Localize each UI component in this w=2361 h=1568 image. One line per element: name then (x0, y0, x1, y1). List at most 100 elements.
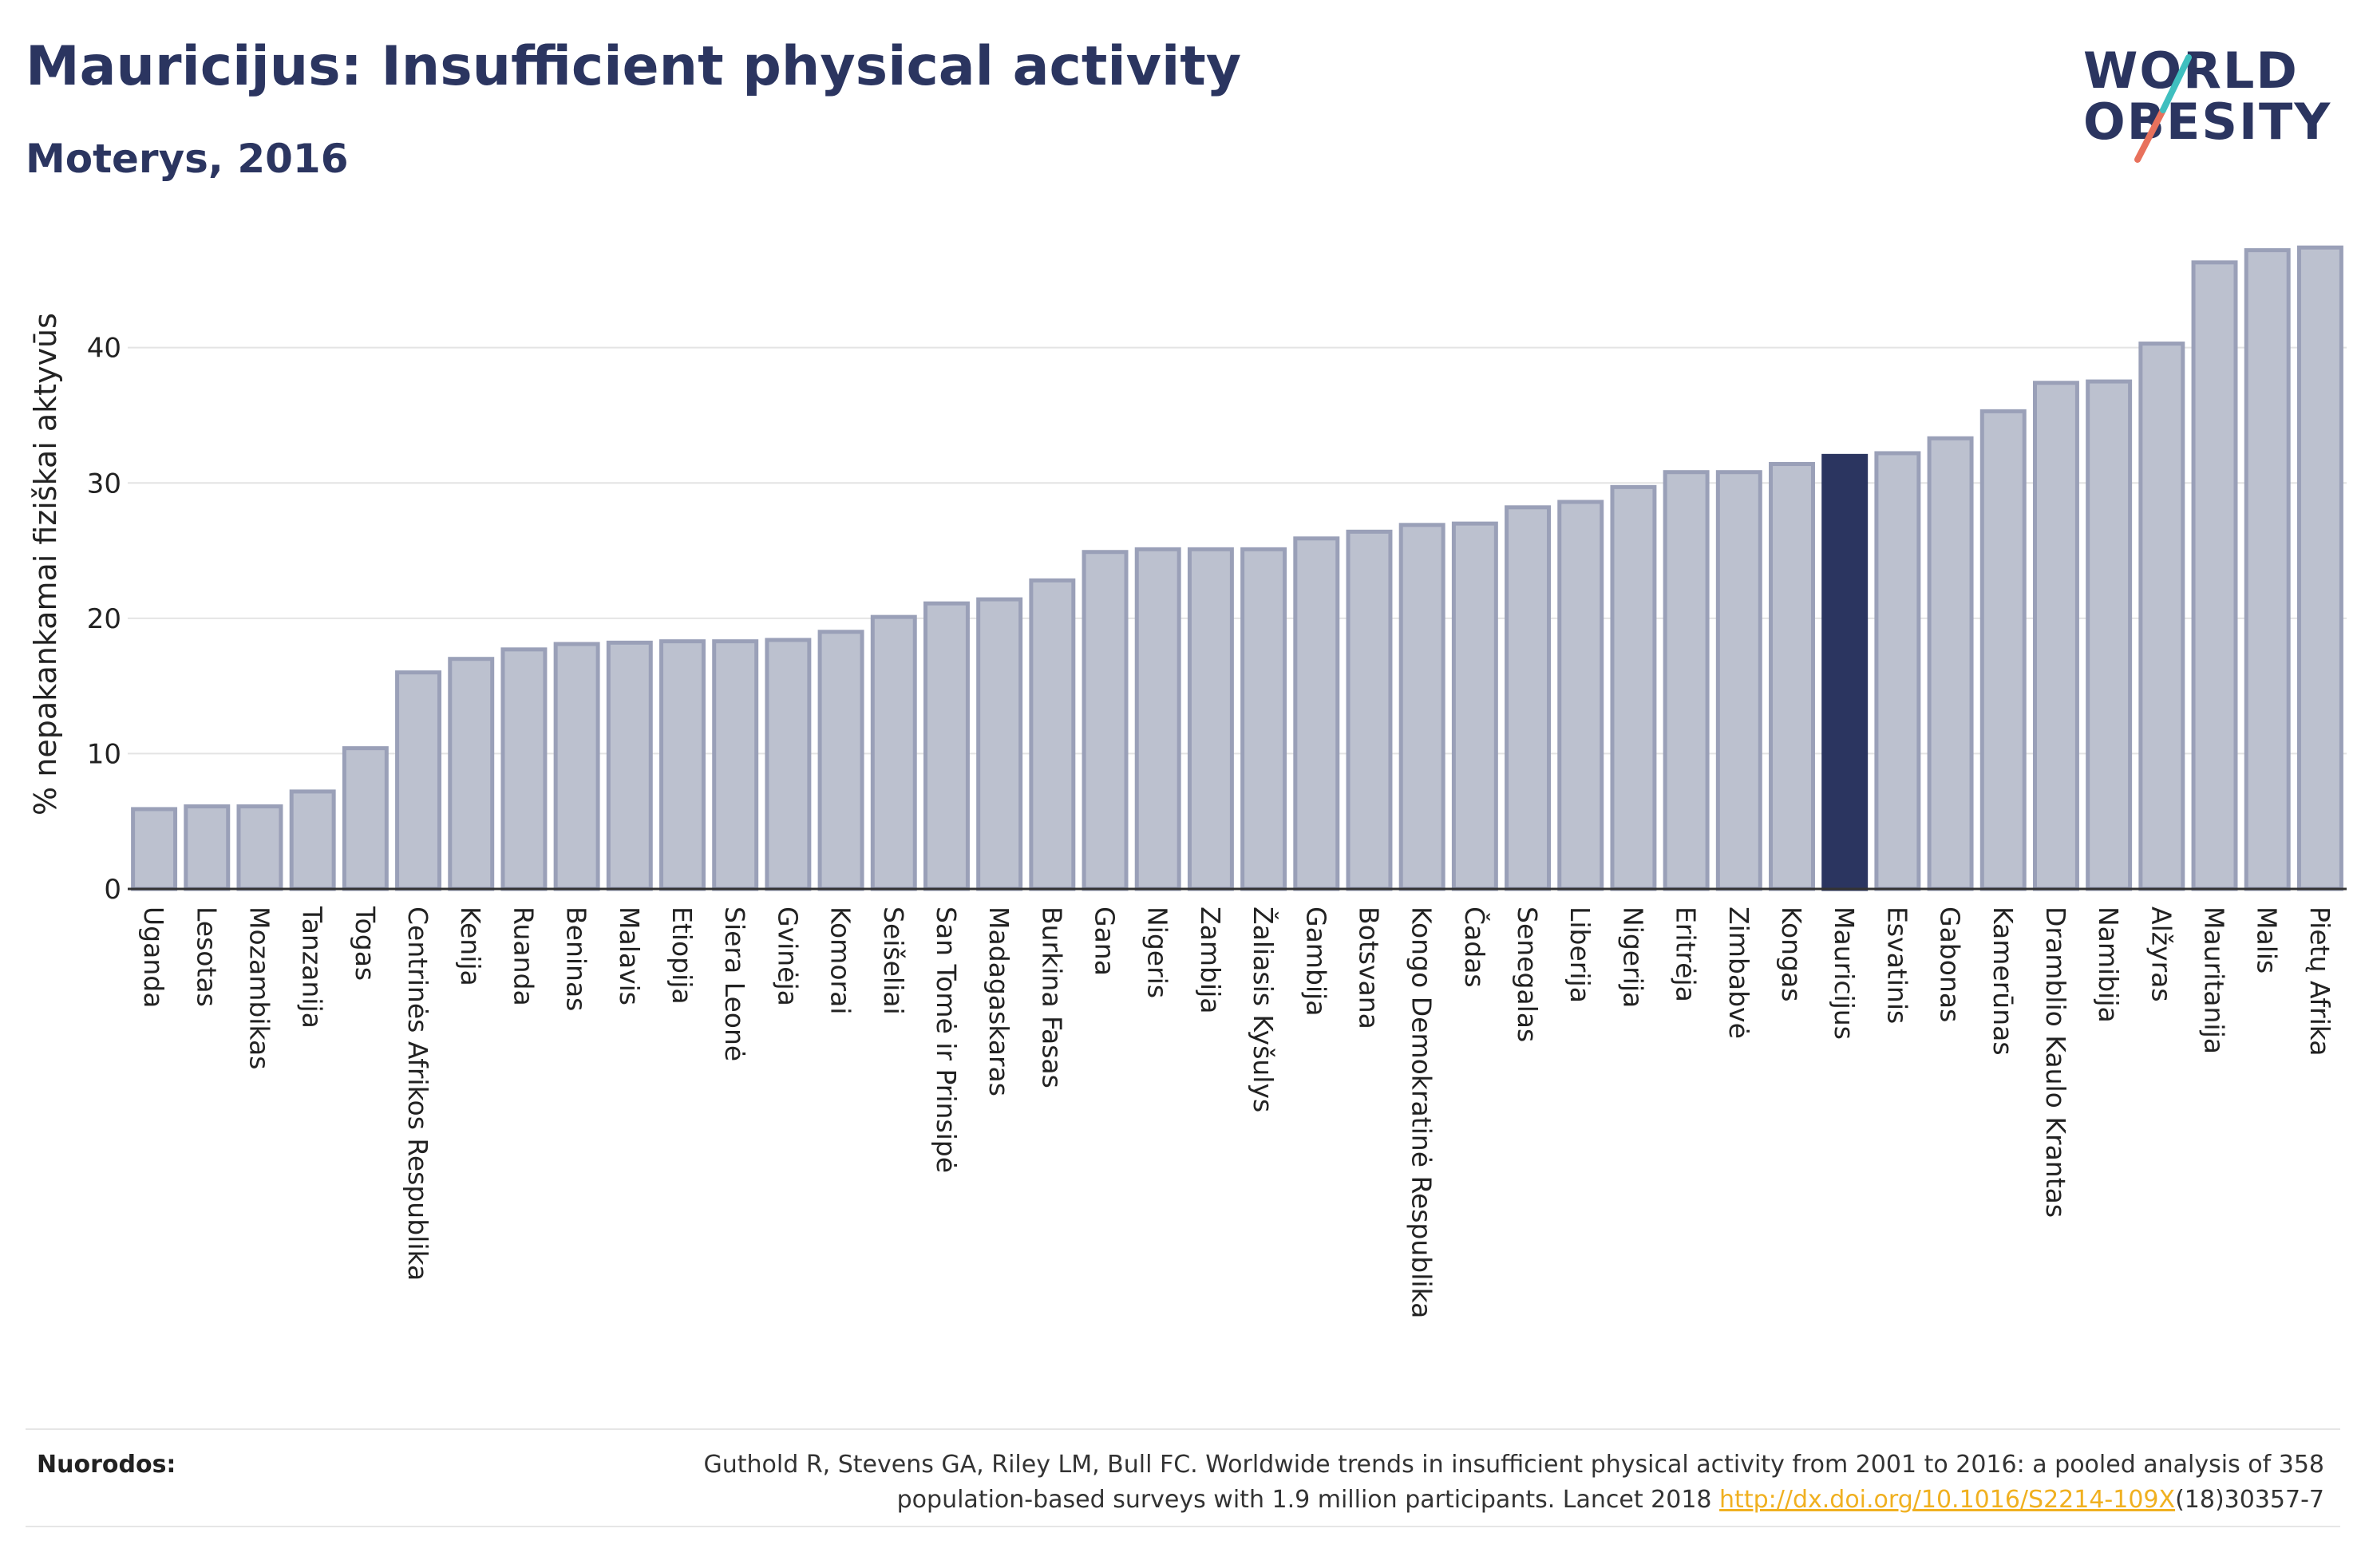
bar (1451, 521, 1498, 891)
bar (1346, 529, 1393, 891)
y-tick-label: 0 (104, 874, 121, 906)
bar (2296, 245, 2343, 891)
x-tick-label: Ruanda (508, 906, 539, 1006)
bar (1769, 462, 1815, 891)
logo-line-2: OBESITY (2083, 93, 2332, 151)
footer-divider-top (26, 1428, 2340, 1430)
x-tick-label: Senegalas (1512, 906, 1543, 1042)
x-tick-label: Esvatinis (1881, 906, 1912, 1024)
x-tick-label: Centrinės Afrikos Respublika (402, 906, 433, 1281)
x-tick-label: Mauritanija (2199, 906, 2230, 1054)
x-tick-label: Kamerūnas (1987, 906, 2019, 1056)
x-tick-label: Gvinėja (772, 906, 803, 1006)
x-tick-label: Komorai (825, 906, 856, 1014)
bar (1082, 550, 1129, 891)
x-tick-label: Žaliasis Kyšulys (1248, 906, 1279, 1112)
x-tick-label: Mauricijus (1829, 906, 1860, 1040)
bar (2032, 381, 2079, 891)
bar (342, 746, 389, 891)
bar (289, 789, 336, 891)
bar (1293, 536, 1340, 891)
bar (2191, 260, 2238, 891)
x-tick-label: Namibija (2093, 906, 2124, 1023)
bar (448, 657, 495, 891)
y-tick-label: 40 (87, 333, 121, 365)
bar (2138, 342, 2185, 891)
bar (976, 597, 1023, 891)
x-tick-label: Togas (350, 906, 381, 981)
x-tick-label: Malis (2252, 906, 2283, 974)
bar (1557, 500, 1604, 891)
x-tick-label: Gabonas (1935, 906, 1966, 1022)
bar (1821, 453, 1869, 891)
x-tick-label: Nigeris (1142, 906, 1173, 998)
bar (1610, 484, 1657, 891)
y-tick-label: 10 (87, 738, 121, 770)
bar (236, 804, 283, 891)
bar (923, 601, 970, 891)
bar (1187, 547, 1234, 891)
chart-title: Mauricijus: Insufficient physical activi… (26, 35, 1242, 98)
x-tick-label: Lesotas (191, 906, 222, 1007)
bar (817, 630, 864, 891)
y-tick-label: 30 (87, 468, 121, 500)
bar (395, 670, 442, 891)
bar (1029, 578, 1076, 891)
bar (553, 642, 600, 891)
x-tick-label: Botsvana (1353, 906, 1384, 1029)
x-tick-label: Dramblio Kaulo Krantas (2040, 906, 2071, 1218)
x-tick-label: San Tomė ir Prinsipė (931, 906, 962, 1173)
references-label: Nuorodos: (37, 1451, 176, 1479)
x-tick-label: Kongas (1776, 906, 1807, 1001)
x-tick-label: Burkina Fasas (1036, 906, 1067, 1088)
bar (765, 638, 812, 891)
x-tick-label: Beninas (561, 906, 592, 1011)
bar (659, 639, 706, 891)
bar (606, 640, 653, 891)
bar (1663, 470, 1710, 891)
references-link[interactable]: http://dx.doi.org/10.1016/S2214-109X (1719, 1486, 2176, 1514)
chart-subtitle: Moterys, 2016 (26, 136, 349, 182)
x-tick-label: Mozambikas (243, 906, 275, 1069)
bar (870, 614, 917, 891)
x-tick-label: Alžyras (2145, 906, 2177, 1002)
references-citation: Guthold R, Stevens GA, Riley LM, Bull FC… (703, 1451, 2324, 1514)
bar (2244, 248, 2291, 891)
x-tick-label: Gana (1090, 906, 1121, 976)
x-tick-label: Čadas (1459, 906, 1491, 988)
references-text: Guthold R, Stevens GA, Riley LM, Bull FC… (568, 1448, 2324, 1518)
x-tick-label: Siera Leonė (719, 906, 750, 1061)
bar (1505, 505, 1552, 891)
logo-line-1: WORLD (2083, 41, 2299, 100)
bar (1240, 547, 1287, 891)
world-obesity-logo: WORLD OBESITY (2083, 40, 2347, 168)
x-tick-label: Liberija (1564, 906, 1596, 1003)
x-tick-label: Zambija (1195, 906, 1226, 1013)
bar (1398, 523, 1445, 891)
x-tick-label: Gambija (1300, 906, 1331, 1016)
x-tick-label: Madagaskaras (983, 906, 1014, 1096)
bar-chart: 0 10 20 30 40 % nepakankamai fiziškai aktyvūs… (28, 245, 2347, 1318)
bar (1979, 409, 2027, 891)
bar (1874, 451, 1921, 891)
footer-divider-bottom (26, 1526, 2340, 1527)
x-tick-label: Malavis (614, 906, 645, 1005)
x-tick-label: Pietų Afrika (2304, 906, 2335, 1057)
bar (2086, 379, 2133, 891)
y-axis-label: % nepakankamai fiziškai aktyvūs (28, 313, 63, 816)
bar (712, 639, 759, 891)
references-citation-suffix: (18)30357-7 (2175, 1486, 2324, 1514)
bar (500, 647, 548, 891)
x-tick-label: Nigerija (1617, 906, 1648, 1008)
x-tick-label: Kenija (455, 906, 486, 986)
bar (131, 807, 178, 891)
bar (1715, 470, 1762, 891)
bar (1134, 547, 1181, 891)
x-tick-label: Etiopija (666, 906, 698, 1005)
x-tick-label: Eritrėja (1671, 906, 1702, 1002)
y-tick-label: 20 (87, 603, 121, 635)
x-tick-label: Tanzanija (297, 906, 328, 1029)
x-tick-label: Zimbabvė (1723, 906, 1754, 1039)
bar (1927, 436, 1974, 891)
x-tick-label: Kongo Demokratinė Respublika (1406, 906, 1438, 1318)
